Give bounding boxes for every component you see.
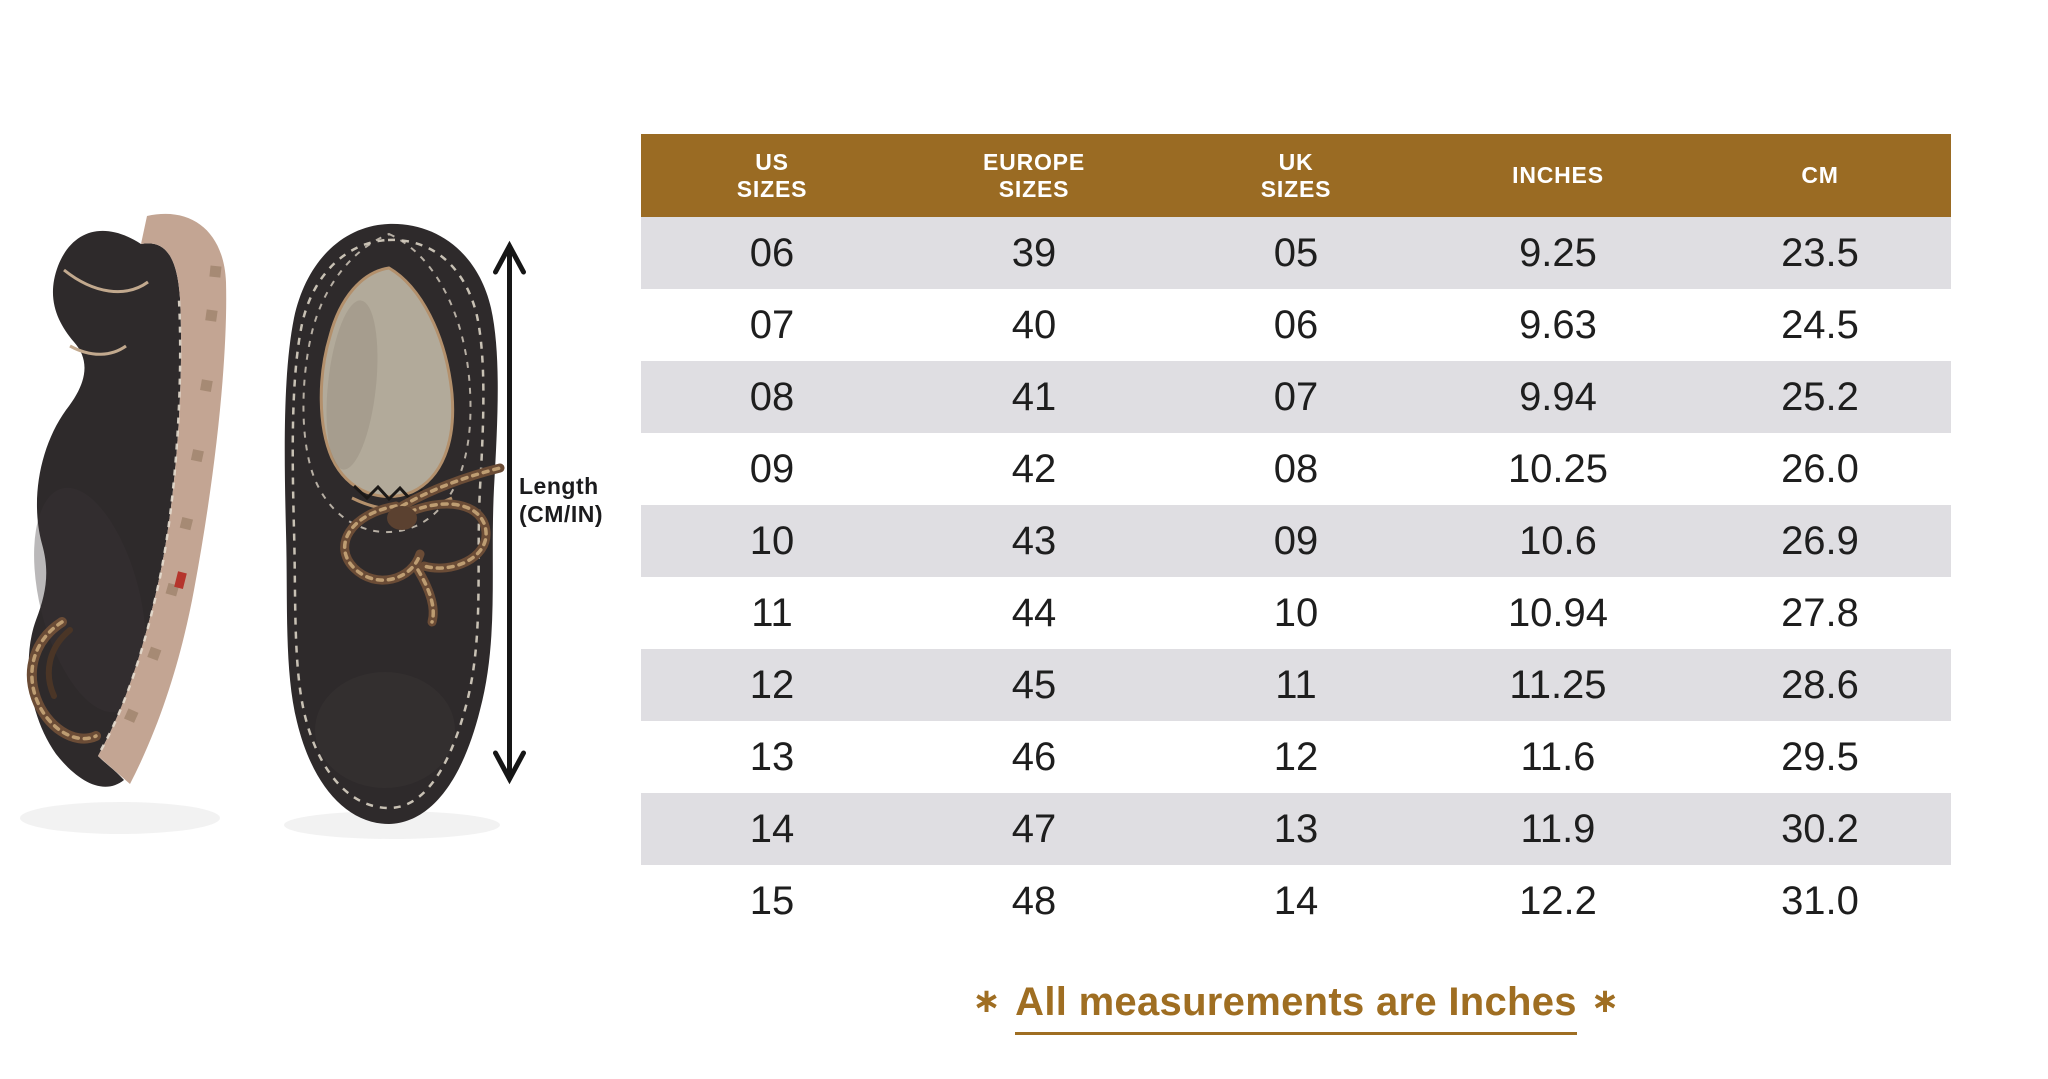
table-cell: 15 — [749, 878, 795, 923]
column-header-europe-sizes: EUROPE SIZES — [983, 148, 1085, 202]
table-cell: 10 — [749, 518, 795, 563]
table-cell: 45 — [1011, 662, 1057, 707]
table-row: 14 47 13 11.9 30.2 — [641, 793, 1951, 865]
table-cell: 31.0 — [1781, 878, 1859, 923]
table-cell: 43 — [1011, 518, 1057, 563]
size-chart-table: US SIZES EUROPE SIZES UK SIZES INCHES CM — [641, 134, 1951, 937]
column-header-us-sizes: US SIZES — [736, 148, 808, 202]
column-header-cm: CM — [1801, 162, 1839, 188]
table-cell: 11.6 — [1520, 734, 1596, 779]
table-cell: 07 — [1273, 374, 1319, 419]
table-row: 09 42 08 10.25 26.0 — [641, 433, 1951, 505]
side-shoe-laces — [26, 617, 101, 744]
table-cell: 12 — [1273, 734, 1319, 779]
table-row: 15 48 14 12.2 31.0 — [641, 865, 1951, 937]
table-cell: 07 — [749, 302, 795, 347]
table-cell: 30.2 — [1781, 806, 1859, 851]
table-cell: 44 — [1011, 590, 1057, 635]
side-shoe-upper — [28, 230, 182, 787]
footnote: ∗ All measurements are Inches ∗ — [641, 980, 1951, 1035]
table-cell: 47 — [1011, 806, 1057, 851]
side-view-shoe — [26, 213, 227, 787]
table-row: 10 43 09 10.6 26.9 — [641, 505, 1951, 577]
table-cell: 9.25 — [1519, 230, 1597, 275]
sole-red-accent — [174, 571, 187, 589]
table-header-row: US SIZES EUROPE SIZES UK SIZES INCHES CM — [641, 134, 1951, 217]
table-cell: 26.9 — [1781, 518, 1859, 563]
table-cell: 11.9 — [1520, 806, 1596, 851]
table-cell: 26.0 — [1781, 446, 1859, 491]
table-row: 07 40 06 9.63 24.5 — [641, 289, 1951, 361]
table-cell: 12.2 — [1519, 878, 1597, 923]
table-cell: 14 — [1273, 878, 1319, 923]
table-cell: 10.6 — [1519, 518, 1597, 563]
table-cell: 12 — [749, 662, 795, 707]
table-cell: 10 — [1273, 590, 1319, 635]
top-shoe-stitching — [291, 238, 485, 810]
table-cell: 09 — [1273, 518, 1319, 563]
table-cell: 39 — [1011, 230, 1057, 275]
asterisk-right-icon: ∗ — [1590, 981, 1620, 1021]
table-cell: 46 — [1011, 734, 1057, 779]
asterisk-left-icon: ∗ — [972, 981, 1002, 1021]
table-cell: 48 — [1011, 878, 1057, 923]
footnote-text: All measurements are Inches — [1015, 980, 1577, 1035]
table-cell: 28.6 — [1781, 662, 1859, 707]
table-cell: 25.2 — [1781, 374, 1859, 419]
length-label: Length (CM/IN) — [519, 472, 603, 528]
table-cell: 11 — [751, 590, 793, 635]
table-cell: 11.25 — [1509, 662, 1607, 707]
table-cell: 10.94 — [1507, 590, 1609, 635]
table-cell: 06 — [1273, 302, 1319, 347]
table-cell: 13 — [1273, 806, 1319, 851]
table-row: 11 44 10 10.94 27.8 — [641, 577, 1951, 649]
side-shoe-sole — [98, 213, 227, 784]
arrow-head-up-icon — [493, 240, 526, 275]
table-cell: 10.25 — [1507, 446, 1609, 491]
column-header-inches: INCHES — [1512, 162, 1604, 188]
table-cell: 9.63 — [1519, 302, 1597, 347]
side-shoe-stitching — [99, 299, 182, 751]
top-view-shoe — [284, 223, 505, 824]
shoe-shadows — [20, 802, 500, 839]
table-row: 06 39 05 9.25 23.5 — [641, 217, 1951, 289]
table-cell: 05 — [1273, 230, 1319, 275]
table-cell: 08 — [1273, 446, 1319, 491]
table-body: 06 39 05 9.25 23.5 07 40 06 9.63 24.5 08… — [641, 217, 1951, 937]
table-cell: 27.8 — [1781, 590, 1859, 635]
length-label-line1: Length — [519, 473, 599, 499]
table-row: 13 46 12 11.6 29.5 — [641, 721, 1951, 793]
table-cell: 09 — [749, 446, 795, 491]
table-cell: 08 — [749, 374, 795, 419]
table-cell: 13 — [749, 734, 795, 779]
table-cell: 06 — [749, 230, 795, 275]
heel-piping — [63, 268, 149, 356]
table-cell: 11 — [1275, 662, 1317, 707]
table-cell: 41 — [1011, 374, 1057, 419]
table-cell: 40 — [1011, 302, 1057, 347]
table-cell: 42 — [1011, 446, 1057, 491]
arrow-head-down-icon — [493, 750, 526, 785]
table-cell: 14 — [749, 806, 795, 851]
table-cell: 23.5 — [1781, 230, 1859, 275]
table-row: 12 45 11 11.25 28.6 — [641, 649, 1951, 721]
length-arrow — [493, 240, 526, 785]
shoes-photo — [20, 213, 505, 839]
length-label-line2: (CM/IN) — [519, 501, 603, 527]
table-row: 08 41 07 9.94 25.2 — [641, 361, 1951, 433]
column-header-uk-sizes: UK SIZES — [1260, 148, 1332, 202]
table-cell: 9.94 — [1519, 374, 1597, 419]
top-shoe-laces — [340, 463, 505, 627]
table-cell: 29.5 — [1781, 734, 1859, 779]
table-cell: 24.5 — [1781, 302, 1859, 347]
